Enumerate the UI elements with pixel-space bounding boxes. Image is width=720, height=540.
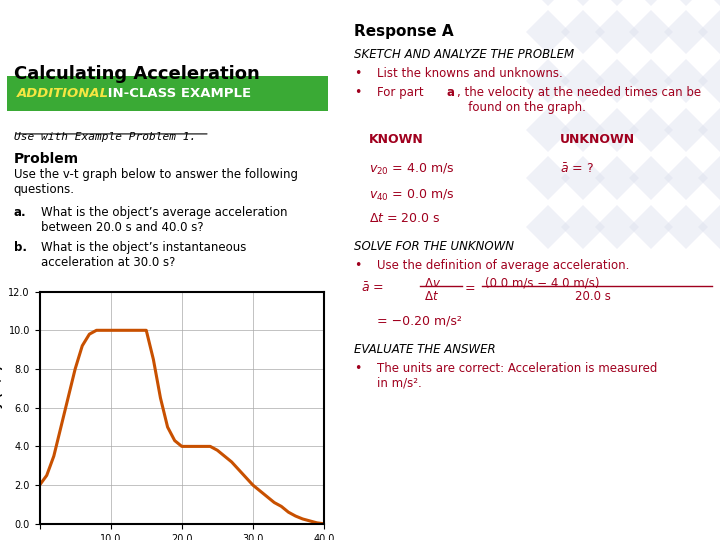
Text: a: a [446,86,454,99]
Text: $\Delta v$: $\Delta v$ [424,277,441,290]
Text: , the velocity at the needed times can be
   found on the graph.: , the velocity at the needed times can b… [457,86,701,114]
Text: b.: b. [14,241,27,254]
Text: •: • [354,362,361,375]
Text: The units are correct: Acceleration is measured
in m/s².: The units are correct: Acceleration is m… [377,362,657,390]
Text: $\Delta t$: $\Delta t$ [424,290,439,303]
Text: Use the v-t graph below to answer the following
questions.: Use the v-t graph below to answer the fo… [14,168,297,197]
Text: 20.0 s: 20.0 s [575,290,611,303]
FancyBboxPatch shape [6,76,328,111]
Text: $v_{20}$ = 4.0 m/s: $v_{20}$ = 4.0 m/s [369,162,454,177]
Text: Use the definition of average acceleration.: Use the definition of average accelerati… [377,259,629,272]
Text: $\bar{a}$ = ?: $\bar{a}$ = ? [559,162,593,176]
Text: IN-CLASS EXAMPLE: IN-CLASS EXAMPLE [103,86,251,100]
Text: UNKNOWN: UNKNOWN [559,133,635,146]
Text: For part: For part [377,86,427,99]
Text: ADDITIONAL: ADDITIONAL [17,86,109,100]
Text: $\bar{a}$ =: $\bar{a}$ = [361,282,384,295]
Text: Problem: Problem [14,152,78,166]
Text: =: = [464,282,475,295]
Text: What is the object’s instantaneous
acceleration at 30.0 s?: What is the object’s instantaneous accel… [40,241,246,269]
Text: $v_{40}$ = 0.0 m/s: $v_{40}$ = 0.0 m/s [369,188,454,203]
Text: EVALUATE THE ANSWER: EVALUATE THE ANSWER [354,343,495,356]
Text: •: • [354,67,361,80]
Text: •: • [354,86,361,99]
Text: SKETCH AND ANALYZE THE PROBLEM: SKETCH AND ANALYZE THE PROBLEM [354,48,574,60]
Text: •: • [354,259,361,272]
Text: SOLVE FOR THE UNKNOWN: SOLVE FOR THE UNKNOWN [354,240,513,253]
Text: Response A: Response A [354,24,454,39]
Y-axis label: Velocity (m/s): Velocity (m/s) [0,364,3,451]
Text: a.: a. [14,206,26,219]
Text: What is the object’s average acceleration
between 20.0 s and 40.0 s?: What is the object’s average acceleratio… [40,206,287,234]
Text: = −0.20 m/s²: = −0.20 m/s² [377,314,462,327]
Text: (0.0 m/s − 4.0 m/s): (0.0 m/s − 4.0 m/s) [485,276,600,289]
Text: Calculating Acceleration: Calculating Acceleration [14,65,259,83]
Text: KNOWN: KNOWN [369,133,423,146]
Text: $\Delta t$ = 20.0 s: $\Delta t$ = 20.0 s [369,212,441,225]
Text: List the knowns and unknowns.: List the knowns and unknowns. [377,67,562,80]
Text: Use with Example Problem 1.: Use with Example Problem 1. [14,132,196,143]
